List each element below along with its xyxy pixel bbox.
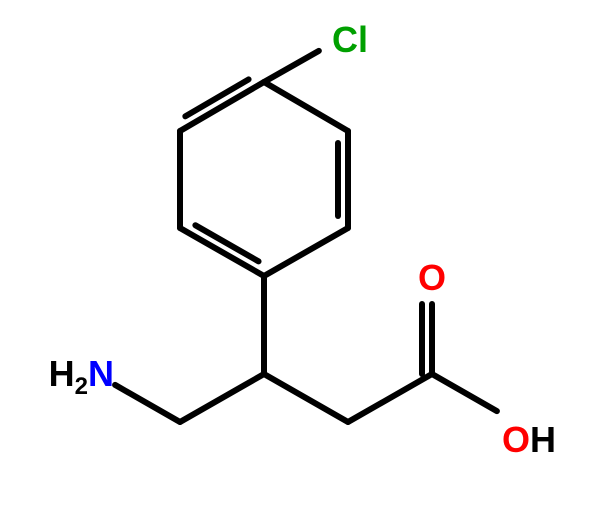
atom-label-Od: O: [418, 257, 446, 298]
bond: [180, 228, 264, 276]
bond: [432, 374, 497, 411]
atom-label-Oh: OH: [502, 419, 556, 460]
bond: [264, 82, 348, 131]
bond: [115, 385, 180, 422]
bond: [348, 374, 432, 422]
bond: [264, 374, 348, 422]
bond: [264, 51, 319, 82]
atom-label-N: H2N: [49, 353, 114, 400]
bond: [180, 82, 264, 131]
bond: [264, 228, 348, 276]
molecule-diagram: Cl O OH H2N: [0, 0, 600, 516]
bond: [180, 374, 264, 422]
atom-label-Cl: Cl: [332, 19, 368, 60]
